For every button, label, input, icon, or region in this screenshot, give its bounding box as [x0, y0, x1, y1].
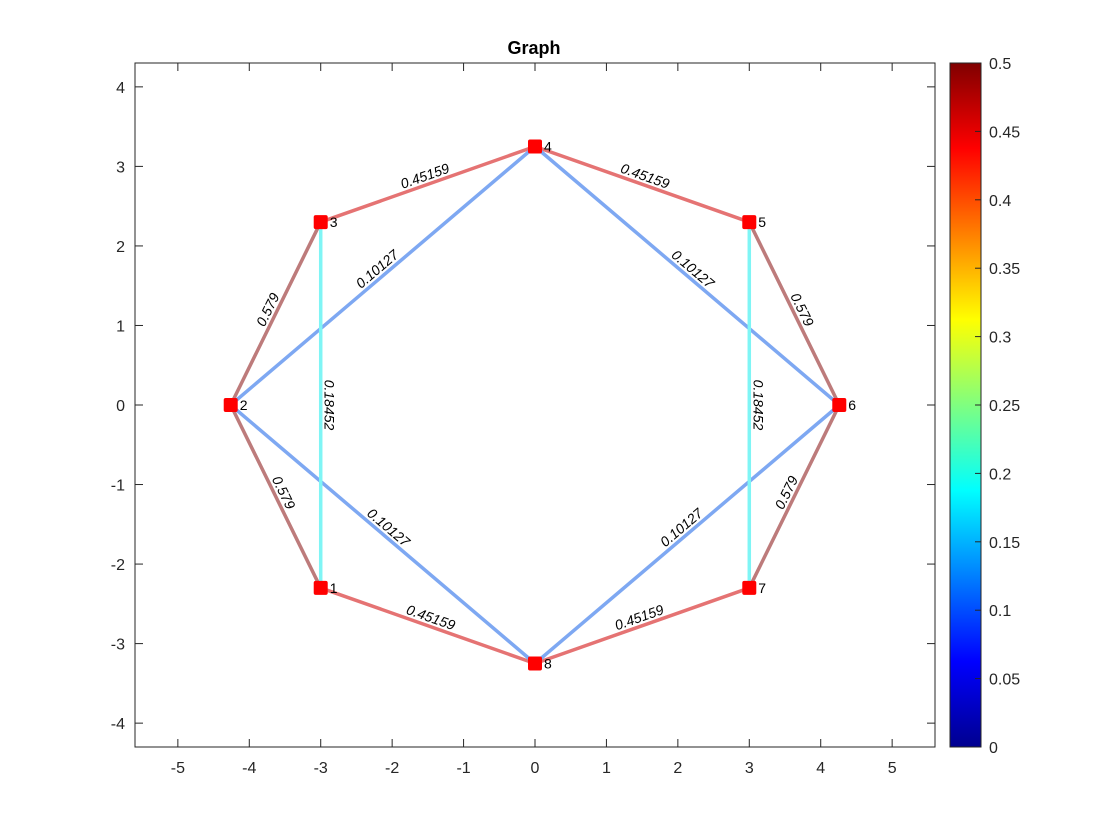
y-tick-label: 4 — [116, 80, 125, 97]
x-tick-label: 3 — [745, 760, 754, 777]
graph-node — [313, 215, 328, 230]
graph-edge — [533, 144, 842, 407]
graph-edge — [533, 403, 842, 666]
node-label: 6 — [848, 397, 856, 413]
colorbar-tick-label: 0.45 — [989, 124, 1020, 141]
x-tick-label: 0 — [531, 760, 540, 777]
x-tick-label: 2 — [673, 760, 682, 777]
graph-node — [832, 398, 847, 412]
graph-edge — [228, 403, 537, 666]
colorbar: 0 0.05 0.1 0.15 0.2 0.25 0.3 0.35 0.4 0.45 0.5 — [949, 56, 1020, 757]
colorbar-tick-label: 0.3 — [989, 330, 1011, 347]
colorbar-tick-label: 0.25 — [989, 398, 1020, 415]
axes-box — [134, 62, 936, 748]
x-tick-label: 5 — [888, 760, 897, 777]
graph-edge — [533, 586, 752, 666]
node-label: 8 — [544, 655, 552, 671]
edge-weight-label: 0.18452 — [322, 380, 338, 431]
graph-edge — [318, 144, 537, 224]
y-tick-label: -3 — [111, 637, 125, 654]
colorbar-tick-label: 0.15 — [989, 535, 1020, 552]
node-label: 7 — [758, 580, 766, 596]
x-tick-label: -2 — [385, 760, 399, 777]
colorbar-tick-label: 0.2 — [989, 466, 1011, 483]
y-tick-label: 3 — [116, 159, 125, 176]
graph-node — [313, 580, 328, 595]
colorbar-tick-label: 0.4 — [989, 193, 1011, 210]
colorbar-tick-label: 0 — [989, 740, 998, 757]
graph-edge — [747, 220, 842, 407]
graph-edge — [228, 220, 323, 407]
graph-node — [742, 580, 757, 595]
graph-edge — [747, 403, 842, 590]
colorbar-tick-label: 0.1 — [989, 603, 1011, 620]
y-tick-label: -1 — [111, 478, 125, 495]
graph-edge — [533, 144, 752, 224]
x-tick-label: -5 — [171, 760, 185, 777]
colorbar-tick-label: 0.05 — [989, 672, 1020, 689]
node-label: 1 — [330, 580, 338, 596]
graph-node — [223, 398, 238, 412]
graph-edge — [228, 144, 537, 407]
y-tick-label: 1 — [116, 318, 125, 335]
node-label: 4 — [544, 139, 552, 155]
x-tick-label: -1 — [456, 760, 470, 777]
y-tick-label: 0 — [116, 398, 125, 415]
x-tick-label: -4 — [242, 760, 256, 777]
colorbar-tick-label: 0.5 — [989, 56, 1011, 73]
graph-node — [528, 139, 542, 154]
y-tick-label: 2 — [116, 239, 125, 256]
graph-node — [742, 215, 757, 230]
graph-edge — [228, 403, 323, 590]
graph-edge — [318, 586, 537, 666]
node-label: 3 — [330, 214, 338, 230]
x-tick-label: 1 — [602, 760, 611, 777]
y-tick-label: -2 — [111, 557, 125, 574]
node-label: 2 — [240, 397, 248, 413]
colorbar-tick-label: 0.35 — [989, 261, 1020, 278]
node-label: 5 — [758, 214, 766, 230]
graph-node — [528, 656, 542, 671]
edge-weight-label: 0.18452 — [750, 380, 766, 431]
x-tick-label: -3 — [314, 760, 328, 777]
y-tick-label: -4 — [111, 716, 125, 733]
x-tick-label: 4 — [816, 760, 825, 777]
chart-title: Graph — [507, 38, 560, 58]
